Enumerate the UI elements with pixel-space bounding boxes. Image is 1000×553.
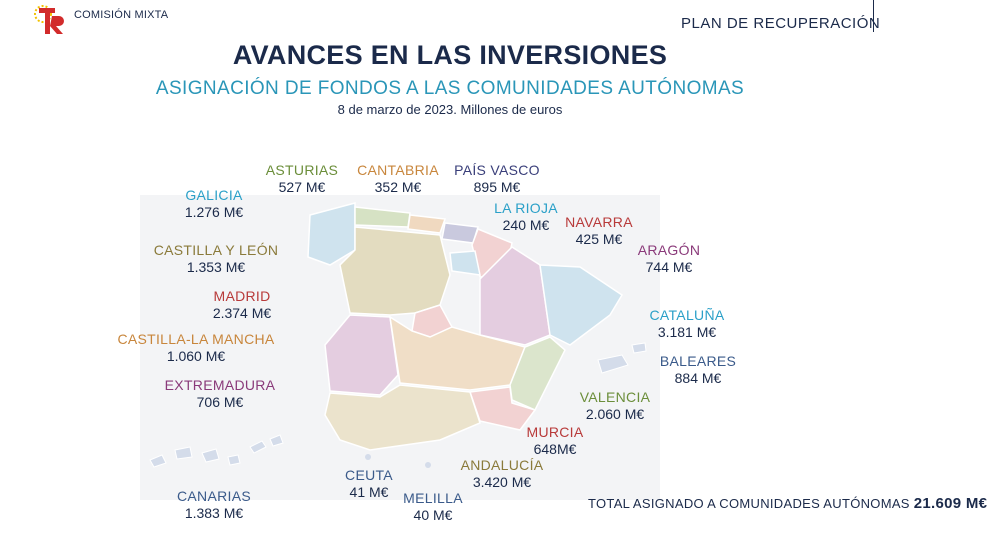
region-name: MELILLA bbox=[403, 490, 463, 506]
region-name: LA RIOJA bbox=[494, 200, 558, 216]
region-value: 706 M€ bbox=[196, 394, 244, 410]
region-name: CATALUÑA bbox=[649, 307, 725, 323]
region-pais-vasco: PAÍS VASCO 895 M€ bbox=[452, 162, 542, 196]
region-aragon: ARAGÓN 744 M€ bbox=[634, 242, 704, 276]
region-value: 884 M€ bbox=[674, 370, 722, 386]
map-castilla-leon bbox=[339, 226, 451, 316]
region-name: MADRID bbox=[213, 288, 271, 304]
map-castilla-mancha bbox=[389, 315, 527, 391]
region-castilla-mancha: CASTILLA-LA MANCHA 1.060 M€ bbox=[113, 331, 279, 365]
region-name: VALENCIA bbox=[579, 389, 651, 405]
map-pais-vasco bbox=[441, 222, 479, 244]
region-name: NAVARRA bbox=[565, 214, 633, 230]
region-name: EXTREMADURA bbox=[164, 377, 276, 393]
region-value: 1.383 M€ bbox=[184, 505, 244, 521]
date-note: 8 de marzo de 2023. Millones de euros bbox=[337, 102, 563, 117]
total-value: 21.609 M€ bbox=[913, 495, 988, 512]
map-cantabria bbox=[407, 214, 447, 234]
region-name: CANARIAS bbox=[177, 488, 251, 504]
region-galicia: GALICIA 1.276 M€ bbox=[178, 187, 250, 221]
page-title: AVANCES EN LAS INVERSIONES bbox=[232, 40, 668, 70]
region-name: CEUTA bbox=[345, 467, 393, 483]
region-name: ANDALUCÍA bbox=[460, 457, 544, 473]
region-murcia: MURCIA 648M€ bbox=[522, 424, 588, 458]
region-value: 527 M€ bbox=[278, 179, 326, 195]
region-la-rioja: LA RIOJA 240 M€ bbox=[490, 200, 562, 234]
map-rioja bbox=[449, 250, 481, 276]
region-cantabria: CANTABRIA 352 M€ bbox=[353, 162, 443, 196]
region-name: CASTILLA-LA MANCHA bbox=[117, 331, 275, 347]
region-name: CASTILLA Y LEÓN bbox=[153, 242, 279, 258]
region-value: 41 M€ bbox=[349, 484, 389, 500]
region-name: CANTABRIA bbox=[357, 162, 439, 178]
region-cataluna: CATALUÑA 3.181 M€ bbox=[646, 307, 728, 341]
region-extremadura: EXTREMADURA 706 M€ bbox=[162, 377, 278, 411]
map-andalucia bbox=[324, 384, 481, 451]
region-value: 352 M€ bbox=[374, 179, 422, 195]
region-name: PAÍS VASCO bbox=[454, 162, 540, 178]
region-value: 1.276 M€ bbox=[184, 204, 244, 220]
plan-label: PLAN DE RECUPERACIÓN bbox=[681, 15, 881, 32]
map-ceuta bbox=[365, 454, 371, 460]
region-melilla: MELILLA 40 M€ bbox=[398, 490, 468, 524]
page-subtitle: ASIGNACIÓN DE FONDOS A LAS COMUNIDADES A… bbox=[155, 78, 745, 99]
region-andalucia: ANDALUCÍA 3.420 M€ bbox=[456, 457, 548, 491]
region-canarias: CANARIAS 1.383 M€ bbox=[174, 488, 254, 522]
spain-map bbox=[140, 195, 660, 500]
org-name: COMISIÓN MIXTA bbox=[74, 9, 169, 21]
map-baleares bbox=[597, 342, 647, 374]
region-value: 2.374 M€ bbox=[212, 305, 272, 321]
region-value: 240 M€ bbox=[502, 217, 550, 233]
region-castilla-leon: CASTILLA Y LEÓN 1.353 M€ bbox=[150, 242, 282, 276]
tr-logo-icon bbox=[34, 5, 64, 34]
region-name: GALICIA bbox=[185, 187, 243, 203]
region-value: 40 M€ bbox=[413, 507, 453, 523]
region-value: 895 M€ bbox=[473, 179, 521, 195]
map-cataluna bbox=[539, 264, 624, 346]
region-value: 425 M€ bbox=[575, 231, 623, 247]
header-divider bbox=[873, 0, 874, 32]
region-name: BALEARES bbox=[659, 353, 737, 369]
total-assigned: TOTAL ASIGNADO A COMUNIDADES AUTÓNOMAS 2… bbox=[588, 495, 987, 512]
map-melilla bbox=[425, 462, 431, 468]
region-name: ARAGÓN bbox=[637, 242, 701, 258]
region-name: MURCIA bbox=[526, 424, 584, 440]
region-asturias: ASTURIAS 527 M€ bbox=[264, 162, 340, 196]
region-valencia: VALENCIA 2.060 M€ bbox=[576, 389, 654, 423]
region-value: 3.181 M€ bbox=[657, 324, 717, 340]
region-baleares: BALEARES 884 M€ bbox=[657, 353, 739, 387]
region-value: 744 M€ bbox=[645, 259, 693, 275]
region-value: 2.060 M€ bbox=[585, 406, 645, 422]
region-value: 648M€ bbox=[533, 441, 577, 457]
region-name: ASTURIAS bbox=[265, 162, 339, 178]
region-value: 1.060 M€ bbox=[166, 348, 226, 364]
region-navarra: NAVARRA 425 M€ bbox=[561, 214, 637, 248]
region-ceuta: CEUTA 41 M€ bbox=[340, 467, 398, 501]
map-galicia bbox=[307, 202, 356, 266]
region-value: 3.420 M€ bbox=[472, 474, 532, 490]
total-label: TOTAL ASIGNADO A COMUNIDADES AUTÓNOMAS bbox=[588, 496, 910, 511]
region-value: 1.353 M€ bbox=[186, 259, 246, 275]
region-madrid: MADRID 2.374 M€ bbox=[204, 288, 280, 322]
map-canarias bbox=[149, 434, 284, 468]
